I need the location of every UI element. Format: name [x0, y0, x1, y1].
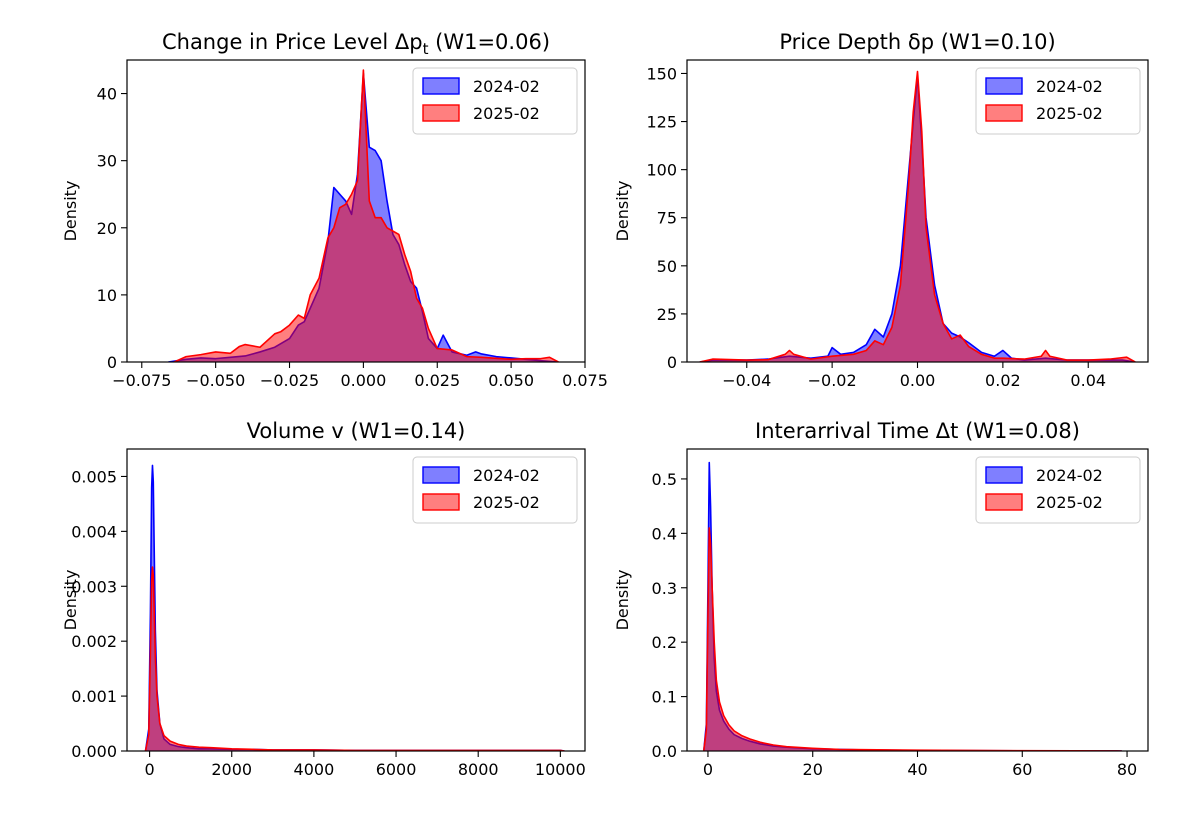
series-area-2025-02 [699, 71, 1136, 362]
x-tick-label: 0.000 [340, 371, 386, 390]
x-tick-label: 80 [1117, 760, 1137, 779]
x-tick-label: 10000 [535, 760, 586, 779]
chart-panel-4: 0 20 40 60 80 0.0 0.1 0.2 0.3 0.4 0.5 Density Intera… [613, 419, 1149, 779]
legend: 2024-02 2025-02 [975, 456, 1141, 524]
legend-label: 2024-02 [473, 77, 540, 96]
legend-label: 2024-02 [1036, 466, 1103, 485]
series-area-2025-02 [174, 70, 559, 362]
chart-title: Volume v (W1=0.14) [247, 419, 466, 443]
x-tick-label: −0.050 [186, 371, 245, 390]
y-tick-label: 20 [97, 219, 117, 238]
y-tick-label: 0 [667, 353, 677, 372]
x-tick-label: 40 [907, 760, 927, 779]
legend-label: 2024-02 [1036, 77, 1103, 96]
x-tick-label: 0.00 [900, 371, 936, 390]
legend-swatch-2025-02 [422, 493, 460, 511]
y-tick-label: 0.005 [71, 467, 117, 486]
y-tick-label: 0.1 [652, 688, 677, 707]
series-line-2025-02 [144, 566, 565, 751]
chart-title: Change in Price Level Δpt (W1=0.06) [162, 30, 550, 58]
x-tick-label: 60 [1012, 760, 1032, 779]
y-tick-label: 10 [97, 286, 117, 305]
x-tick-label: −0.025 [260, 371, 319, 390]
chart-title: Price Depth δp (W1=0.10) [779, 30, 1055, 54]
y-tick-label: 0.000 [71, 742, 117, 761]
chart-panel-2: −0.04 −0.02 0.00 0.02 0.04 0 25 50 75 100 125 150 De… [613, 30, 1149, 390]
x-tick-label: −0.02 [808, 371, 857, 390]
y-axis-label: Density [61, 570, 80, 631]
legend-swatch-2024-02 [422, 466, 460, 484]
y-tick-label: 150 [646, 64, 677, 83]
series-line-2025-02 [173, 69, 559, 362]
y-axis-label: Density [61, 181, 80, 242]
y-tick-label: 0 [107, 353, 117, 372]
y-tick-label: 0.003 [71, 577, 117, 596]
x-tick-label: 0.02 [985, 371, 1021, 390]
y-tick-label: 0.001 [71, 687, 117, 706]
y-tick-label: 0.4 [652, 524, 677, 543]
chart-panel-1: −0.075 −0.050 −0.025 0.000 0.025 0.050 0.075 0 1… [61, 30, 608, 390]
y-tick-label: 30 [97, 152, 117, 171]
x-tick-label: 20 [803, 760, 823, 779]
legend-label: 2024-02 [473, 466, 540, 485]
y-tick-label: 0.5 [652, 470, 677, 489]
y-tick-label: 25 [657, 305, 677, 324]
y-tick-label: 0.0 [652, 742, 677, 761]
legend-swatch-2025-02 [985, 104, 1023, 122]
x-tick-label: 0.025 [414, 371, 460, 390]
legend-label: 2025-02 [1036, 104, 1103, 123]
chart-panel-3: 0 2000 4000 6000 8000 10000 0.000 0.001 0.002 0.0… [61, 419, 586, 779]
y-tick-label: 0.3 [652, 579, 677, 598]
legend-swatch-2024-02 [985, 77, 1023, 95]
x-tick-label: 0.04 [1070, 371, 1106, 390]
x-tick-label: 0.050 [488, 371, 534, 390]
plot-area [168, 69, 559, 362]
axes-frame [126, 59, 586, 363]
y-axis-label: Density [613, 181, 632, 242]
y-tick-label: 50 [657, 257, 677, 276]
legend-swatch-2024-02 [422, 77, 460, 95]
y-tick-label: 125 [646, 113, 677, 132]
series-line-2025-02 [699, 70, 1136, 362]
x-tick-label: 0.075 [562, 371, 608, 390]
chart-title: Interarrival Time Δt (W1=0.08) [755, 419, 1080, 443]
legend-swatch-2025-02 [985, 493, 1023, 511]
x-tick-label: 8000 [458, 760, 499, 779]
x-tick-label: 6000 [376, 760, 417, 779]
legend-label: 2025-02 [473, 493, 540, 512]
y-tick-label: 0.004 [71, 522, 117, 541]
x-tick-label: 4000 [294, 760, 335, 779]
y-tick-label: 0.002 [71, 632, 117, 651]
y-tick-label: 100 [646, 161, 677, 180]
x-tick-label: 2000 [211, 760, 252, 779]
x-tick-label: 0 [144, 760, 154, 779]
y-axis-label: Density [613, 570, 632, 631]
y-tick-label: 0.2 [652, 633, 677, 652]
legend-swatch-2024-02 [985, 466, 1023, 484]
x-tick-label: −0.04 [722, 371, 771, 390]
series-line-2025-02 [702, 527, 1122, 751]
axes-frame [126, 448, 586, 752]
x-tick-label: −0.075 [112, 371, 171, 390]
legend: 2024-02 2025-02 [412, 67, 578, 135]
x-tick-label: 0 [703, 760, 713, 779]
legend-label: 2025-02 [473, 104, 540, 123]
legend-swatch-2025-02 [422, 104, 460, 122]
series-area-2025-02 [703, 527, 1122, 751]
legend-label: 2025-02 [1036, 493, 1103, 512]
plot-area [699, 70, 1136, 362]
legend: 2024-02 2025-02 [975, 67, 1141, 135]
y-tick-label: 40 [97, 85, 117, 104]
series-area-2025-02 [145, 567, 565, 751]
legend: 2024-02 2025-02 [412, 456, 578, 524]
y-tick-label: 75 [657, 209, 677, 228]
